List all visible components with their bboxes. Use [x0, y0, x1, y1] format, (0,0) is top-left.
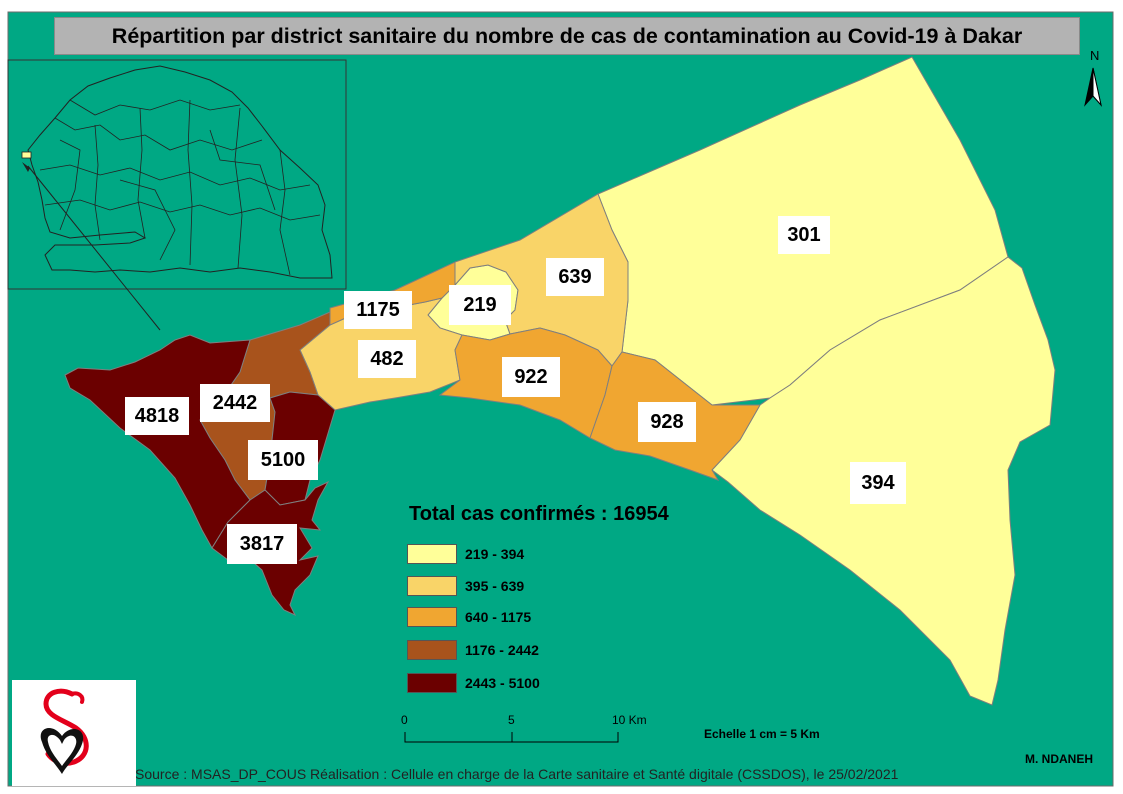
legend-swatch — [407, 576, 457, 596]
legend-swatch — [407, 607, 457, 627]
district-label: 219 — [449, 285, 511, 325]
district-label: 394 — [850, 462, 906, 504]
msas-logo — [12, 680, 136, 786]
district-label: 482 — [358, 340, 416, 378]
legend-item: 640 - 1175 — [407, 607, 531, 627]
legend-title: Total cas confirmés : 16954 — [409, 503, 669, 525]
legend-label: 219 - 394 — [465, 546, 525, 562]
district-label: 5100 — [248, 440, 318, 480]
district-label: 1175 — [344, 291, 412, 329]
scale-bar — [404, 732, 619, 743]
logo-icon — [40, 688, 89, 774]
scale-tick-label: 10 Km — [612, 713, 647, 727]
legend-swatch — [407, 673, 457, 693]
inset-senegal-map — [7, 59, 347, 331]
district-label: 301 — [778, 216, 830, 254]
district-label: 4818 — [125, 397, 189, 435]
legend-item: 2443 - 5100 — [407, 673, 540, 693]
scale-tick-label: 5 — [508, 713, 515, 727]
inset-senegal-outline — [27, 65, 333, 279]
inset-pointer-arrow — [27, 165, 161, 331]
legend-label: 640 - 1175 — [465, 609, 532, 625]
legend-label: 395 - 639 — [465, 578, 525, 594]
map-title: Répartition par district sanitaire du no… — [111, 23, 1023, 48]
scale-tick-label: 0 — [401, 713, 408, 727]
legend-item: 1176 - 2442 — [407, 640, 539, 660]
author-credit: M. NDANEH — [1025, 752, 1093, 766]
north-label: N — [1090, 48, 1100, 63]
scale-note: Echelle 1 cm = 5 Km — [704, 727, 820, 741]
source-credit: Source : MSAS_DP_COUS Réalisation : Cell… — [135, 766, 899, 782]
district-label: 3817 — [227, 524, 297, 564]
legend-swatch — [407, 640, 457, 660]
legend-item: 395 - 639 — [407, 576, 524, 596]
map-frame — [7, 11, 1114, 787]
inset-dakar-highlight — [21, 151, 32, 159]
map-title-box: Répartition par district sanitaire du no… — [54, 17, 1080, 55]
legend-label: 1176 - 2442 — [465, 642, 539, 658]
north-arrow-icon — [1084, 67, 1102, 107]
legend-swatch — [407, 544, 457, 564]
legend-label: 2443 - 5100 — [465, 675, 540, 691]
district-label: 639 — [546, 258, 604, 296]
legend-item: 219 - 394 — [407, 544, 524, 564]
district-label: 922 — [502, 357, 560, 397]
district-label: 2442 — [200, 384, 270, 422]
district-label: 928 — [638, 402, 696, 442]
